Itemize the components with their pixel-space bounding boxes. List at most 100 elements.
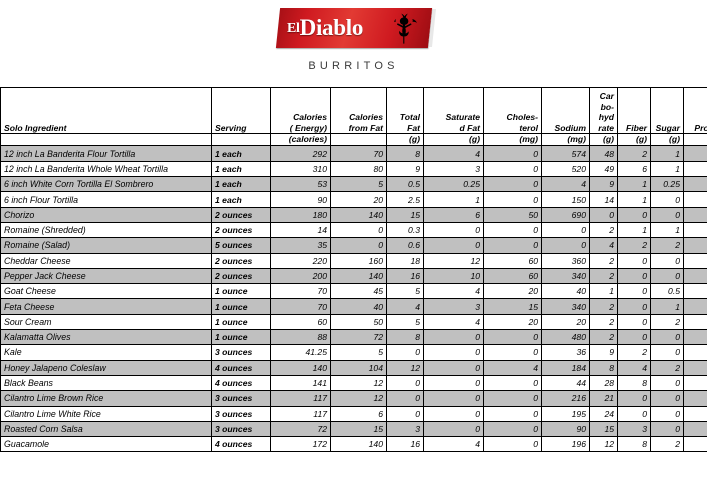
cell-protein: 3	[683, 344, 707, 361]
cell-ingredient: Honey Jalapeno Coleslaw	[0, 359, 212, 376]
cell-ingredient: Cheddar Cheese	[0, 252, 212, 269]
column-unit-calories-from-fat	[330, 132, 387, 147]
column-header-carbohydrate-line2: bo-	[600, 101, 614, 112]
cell-sat-fat: 1	[423, 191, 484, 208]
cell-cal-from-fat: 5	[330, 176, 387, 193]
column-header-calories: Calories ( Energy)	[270, 87, 331, 134]
cell-sodium: 216	[541, 390, 590, 407]
cell-fiber: 0	[617, 313, 651, 331]
cell-serving: 1 each	[211, 176, 271, 193]
cell-carbohydrate: 12	[589, 436, 618, 453]
cell-carbohydrate: 28	[589, 374, 618, 392]
cell-fiber: 6	[617, 160, 651, 178]
cell-serving: 1 each	[211, 160, 271, 178]
cell-calories: 60	[270, 313, 331, 331]
cell-sodium: 40	[541, 283, 590, 300]
cell-protein: 3	[683, 405, 707, 422]
cell-sugar: 1	[650, 145, 684, 162]
cell-sodium: 574	[541, 145, 590, 162]
cell-cal-from-fat: 0	[330, 237, 387, 254]
cell-cholesterol: 0	[483, 237, 542, 254]
cell-sugar: 1	[650, 160, 684, 178]
cell-serving: 5 ounces	[211, 237, 271, 254]
cell-sat-fat: 0.25	[423, 176, 484, 193]
cell-carbohydrate: 2	[589, 252, 618, 269]
column-header-carbohydrate-line4: rate	[598, 122, 614, 133]
column-unit-ingredient	[0, 132, 212, 147]
cell-calories: 180	[270, 206, 331, 223]
cell-cholesterol: 0	[483, 390, 542, 407]
cell-protein: 2	[683, 237, 707, 254]
column-unit-cholesterol: (mg)	[483, 132, 542, 147]
cell-calories: 140	[270, 359, 331, 376]
cell-ingredient: 6 inch Flour Tortilla	[0, 191, 212, 208]
cell-cal-from-fat: 12	[330, 390, 387, 407]
cell-ingredient: Romaine (Salad)	[0, 237, 212, 254]
cell-serving: 1 ounce	[211, 329, 271, 346]
cell-serving: 2 ounces	[211, 221, 271, 239]
cell-calories: 41.25	[270, 344, 331, 361]
column-unit-protein: (g)	[683, 132, 707, 147]
cell-protein: 1	[683, 221, 707, 239]
cell-calories: 292	[270, 145, 331, 162]
cell-sat-fat: 0	[423, 344, 484, 361]
cell-cholesterol: 0	[483, 374, 542, 392]
cell-protein: 8	[683, 160, 707, 178]
cell-sugar: 0.5	[650, 283, 684, 300]
column-header-cholesterol: Choles- terol	[483, 87, 542, 134]
cell-sodium: 340	[541, 267, 590, 285]
cell-serving: 1 ounce	[211, 283, 271, 300]
cell-sodium: 150	[541, 191, 590, 208]
cell-cholesterol: 0	[483, 405, 542, 422]
column-header-total-fat: Total Fat	[386, 87, 424, 134]
cell-total-fat: 0	[386, 344, 424, 361]
cell-total-fat: 12	[386, 359, 424, 376]
cell-cholesterol: 0	[483, 160, 542, 178]
cell-protein: 6	[683, 298, 707, 315]
cell-sugar: 0	[650, 252, 684, 269]
brand-logo-diablo: Diablo	[299, 15, 363, 40]
cell-cal-from-fat: 15	[330, 420, 387, 438]
cell-fiber: 2	[617, 237, 651, 254]
cell-sodium: 520	[541, 160, 590, 178]
nutrition-table-container: Solo Ingredient Serving Calories ( Energ…	[0, 87, 707, 453]
cell-total-fat: 9	[386, 160, 424, 178]
cell-cal-from-fat: 50	[330, 313, 387, 331]
column-header-saturated-fat-line2: d Fat	[459, 122, 480, 133]
table-row: Cilantro Lime Brown Rice 3 ounces 117 12 0 0 0…	[0, 390, 707, 407]
cell-carbohydrate: 21	[589, 390, 618, 407]
cell-protein: 0	[683, 329, 707, 346]
cell-ingredient: Goat Cheese	[0, 283, 212, 300]
brand-logo-banner: ElDiablo	[275, 8, 432, 48]
table-row: 6 inch Flour Tortilla 1 each 90 20 2.5 1 0 150 1…	[0, 191, 707, 208]
column-header-sodium: Sodium	[541, 87, 590, 134]
cell-sat-fat: 0	[423, 329, 484, 346]
cell-fiber: 0	[617, 267, 651, 285]
cell-sugar: 1	[650, 298, 684, 315]
cell-calories: 220	[270, 252, 331, 269]
cell-ingredient: Guacamole	[0, 436, 212, 453]
cell-protein: 8	[683, 145, 707, 162]
cell-total-fat: 16	[386, 267, 424, 285]
cell-cal-from-fat: 20	[330, 191, 387, 208]
column-header-saturated-fat-line1: Saturate	[445, 112, 480, 123]
cell-fiber: 0	[617, 283, 651, 300]
cell-sodium: 340	[541, 298, 590, 315]
cell-cholesterol: 60	[483, 267, 542, 285]
cell-cholesterol: 50	[483, 206, 542, 223]
cell-carbohydrate: 24	[589, 405, 618, 422]
cell-cholesterol: 0	[483, 176, 542, 193]
cell-protein: 0	[683, 359, 707, 376]
cell-serving: 4 ounces	[211, 436, 271, 453]
cell-protein: 1	[683, 313, 707, 331]
cell-sugar: 2	[650, 237, 684, 254]
cell-sugar: 2	[650, 313, 684, 331]
cell-cal-from-fat: 140	[330, 206, 387, 223]
cell-sodium: 4	[541, 176, 590, 193]
cell-cal-from-fat: 40	[330, 298, 387, 315]
cell-fiber: 8	[617, 374, 651, 392]
cell-sodium: 184	[541, 359, 590, 376]
cell-cal-from-fat: 160	[330, 252, 387, 269]
cell-total-fat: 8	[386, 329, 424, 346]
